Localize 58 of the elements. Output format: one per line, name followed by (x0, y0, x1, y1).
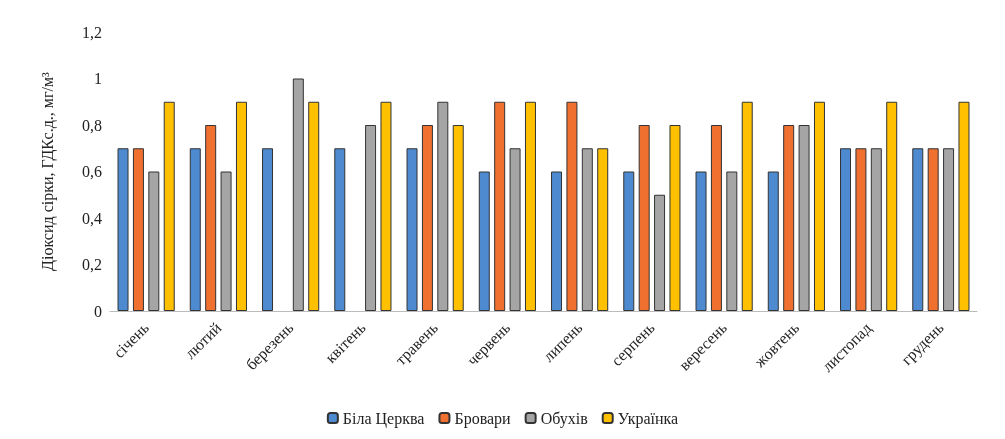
bar (958, 101, 970, 311)
bar (912, 148, 924, 311)
bar (308, 101, 320, 311)
y-tick-label: 1,2 (82, 23, 102, 41)
y-axis-title: Діоксид сірки, ГДКс.д., мг/м³ (38, 71, 57, 271)
y-tick-label: 0,4 (82, 209, 102, 227)
bar (478, 171, 490, 311)
legend-label: Біла Церква (342, 409, 425, 428)
bar (886, 101, 898, 311)
bar (669, 125, 681, 311)
bar (943, 148, 955, 311)
bar (524, 101, 536, 311)
bar (840, 148, 852, 311)
legend-label: Бровари (454, 409, 512, 428)
bar (566, 101, 578, 311)
bar (741, 101, 753, 311)
bar (597, 148, 609, 311)
bar (638, 125, 650, 311)
legend-label: Українка (617, 409, 679, 428)
bar (654, 194, 666, 311)
y-tick-label: 0 (94, 302, 102, 320)
bar (767, 171, 779, 311)
y-tick-label: 1 (94, 70, 102, 87)
bar (334, 148, 346, 311)
y-tick-label: 0,2 (82, 256, 102, 273)
y-tick-label: 0,8 (82, 116, 102, 134)
bar (927, 148, 939, 311)
bar (220, 171, 232, 311)
bar (205, 125, 217, 311)
bar (365, 125, 377, 311)
bar (509, 148, 521, 311)
bar (783, 125, 795, 311)
bar (870, 148, 882, 311)
bar (421, 125, 433, 311)
bar (452, 125, 464, 311)
bar (581, 148, 593, 311)
bar (551, 171, 563, 311)
bar (189, 148, 201, 311)
bar (437, 101, 449, 311)
bar (406, 148, 418, 311)
bar (148, 171, 160, 311)
bar (623, 171, 635, 311)
bar (380, 101, 392, 311)
bar (262, 148, 274, 311)
bar (798, 125, 810, 311)
bar (163, 101, 175, 311)
bar (855, 148, 867, 311)
bar (710, 125, 722, 311)
bar (813, 101, 825, 311)
bar (494, 101, 506, 311)
bar (726, 171, 738, 311)
bar (117, 148, 129, 311)
bar (695, 171, 707, 311)
legend-label: Обухів (540, 409, 589, 428)
bar (132, 148, 144, 311)
y-tick-label: 0,6 (82, 163, 102, 180)
bar (292, 78, 304, 311)
bar (235, 101, 247, 311)
